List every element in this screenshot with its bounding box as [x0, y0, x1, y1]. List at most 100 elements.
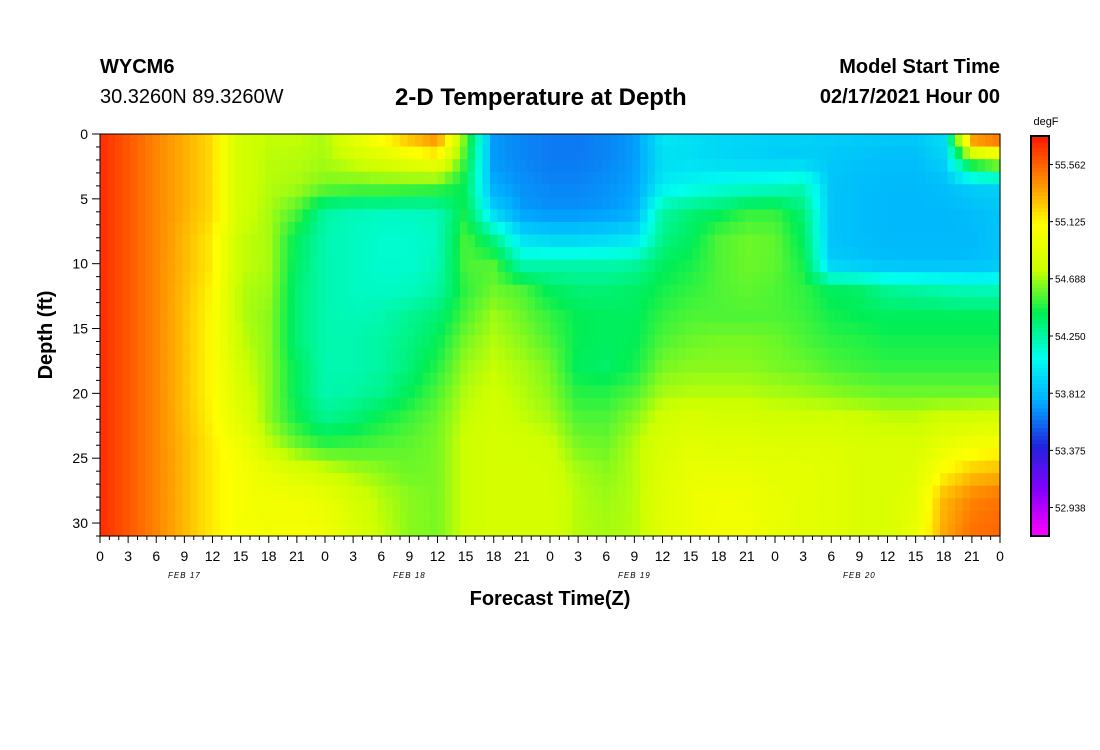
heatmap-cell	[962, 498, 971, 512]
heatmap-cell	[332, 209, 341, 223]
heatmap-cell	[130, 435, 139, 449]
heatmap-cell	[902, 397, 911, 411]
heatmap-cell	[572, 410, 581, 424]
heatmap-cell	[775, 297, 784, 311]
heatmap-cell	[482, 372, 491, 386]
heatmap-cell	[925, 309, 934, 324]
heatmap-cell	[640, 297, 649, 311]
heatmap-cell	[325, 159, 334, 173]
heatmap-cell	[692, 284, 701, 298]
heatmap-cell	[782, 247, 791, 261]
heatmap-cell	[767, 322, 776, 336]
heatmap-cell	[775, 134, 784, 148]
heatmap-cell	[805, 485, 814, 499]
heatmap-cell	[610, 259, 619, 273]
heatmap-cell	[392, 422, 401, 437]
heatmap-cell	[475, 134, 484, 148]
heatmap-cell	[190, 196, 199, 210]
heatmap-cell	[287, 184, 296, 198]
heatmap-cell	[737, 322, 746, 336]
heatmap-cell	[302, 322, 311, 336]
heatmap-cell	[167, 448, 176, 462]
heatmap-cell	[730, 234, 739, 248]
heatmap-cell	[745, 209, 754, 223]
heatmap-cell	[385, 460, 394, 474]
heatmap-cell	[497, 435, 506, 449]
heatmap-cell	[737, 159, 746, 173]
heatmap-cell	[377, 523, 386, 537]
heatmap-cell	[820, 523, 829, 537]
heatmap-cell	[550, 196, 559, 210]
heatmap-cell	[100, 410, 109, 424]
heatmap-cell	[280, 422, 289, 437]
heatmap-cell	[602, 510, 611, 525]
heatmap-cell	[355, 259, 364, 273]
heatmap-cell	[835, 397, 844, 411]
heatmap-cell	[340, 184, 349, 198]
heatmap-cell	[550, 523, 559, 537]
heatmap-cell	[557, 322, 566, 336]
heatmap-cell	[437, 284, 446, 298]
heatmap-cell	[962, 309, 971, 324]
heatmap-cell	[835, 221, 844, 236]
heatmap-cell	[790, 385, 799, 399]
heatmap-cell	[460, 473, 469, 487]
heatmap-cell	[317, 284, 326, 298]
heatmap-cell	[647, 184, 656, 198]
heatmap-cell	[212, 196, 221, 210]
heatmap-cell	[332, 372, 341, 386]
heatmap-cell	[550, 159, 559, 173]
heatmap-cell	[955, 448, 964, 462]
heatmap-cell	[287, 171, 296, 185]
heatmap-cell	[925, 284, 934, 298]
heatmap-cell	[280, 397, 289, 411]
heatmap-cell	[775, 234, 784, 248]
heatmap-cell	[647, 372, 656, 386]
heatmap-cell	[400, 523, 409, 537]
heatmap-cell	[205, 372, 214, 386]
heatmap-cell	[227, 347, 236, 361]
heatmap-cell	[692, 196, 701, 210]
heatmap-cell	[460, 284, 469, 298]
heatmap-cell	[985, 397, 994, 411]
heatmap-cell	[437, 360, 446, 374]
heatmap-cell	[812, 284, 821, 298]
heatmap-cell	[895, 309, 904, 324]
heatmap-cell	[655, 385, 664, 399]
heatmap-cell	[137, 159, 146, 173]
heatmap-cell	[415, 422, 424, 437]
heatmap-cell	[400, 385, 409, 399]
heatmap-cell	[122, 134, 131, 148]
heatmap-cell	[175, 397, 184, 411]
heatmap-cell	[962, 196, 971, 210]
heatmap-cell	[730, 247, 739, 261]
heatmap-cell	[310, 485, 319, 499]
heatmap-cell	[707, 221, 716, 236]
heatmap-cell	[625, 272, 634, 286]
heatmap-cell	[632, 523, 641, 537]
heatmap-cell	[550, 347, 559, 361]
heatmap-cell	[617, 196, 626, 210]
heatmap-cell	[467, 159, 476, 173]
heatmap-cell	[512, 146, 521, 160]
heatmap-cell	[947, 134, 956, 148]
heatmap-cell	[910, 247, 919, 261]
heatmap-cell	[302, 498, 311, 512]
heatmap-cell	[910, 322, 919, 336]
heatmap-cell	[610, 435, 619, 449]
heatmap-cell	[752, 360, 761, 374]
colorbar-label: 53.375	[1055, 446, 1086, 457]
heatmap-cell	[640, 171, 649, 185]
heatmap-cell	[550, 498, 559, 512]
y-tick-label: 20	[72, 385, 88, 401]
heatmap-cell	[677, 209, 686, 223]
heatmap-cell	[700, 485, 709, 499]
heatmap-cell	[407, 448, 416, 462]
heatmap-cell	[482, 259, 491, 273]
heatmap-cell	[842, 259, 851, 273]
heatmap-cell	[437, 309, 446, 324]
heatmap-cell	[992, 335, 1001, 349]
heatmap-cell	[317, 460, 326, 474]
heatmap-cell	[212, 184, 221, 198]
heatmap-cell	[280, 209, 289, 223]
